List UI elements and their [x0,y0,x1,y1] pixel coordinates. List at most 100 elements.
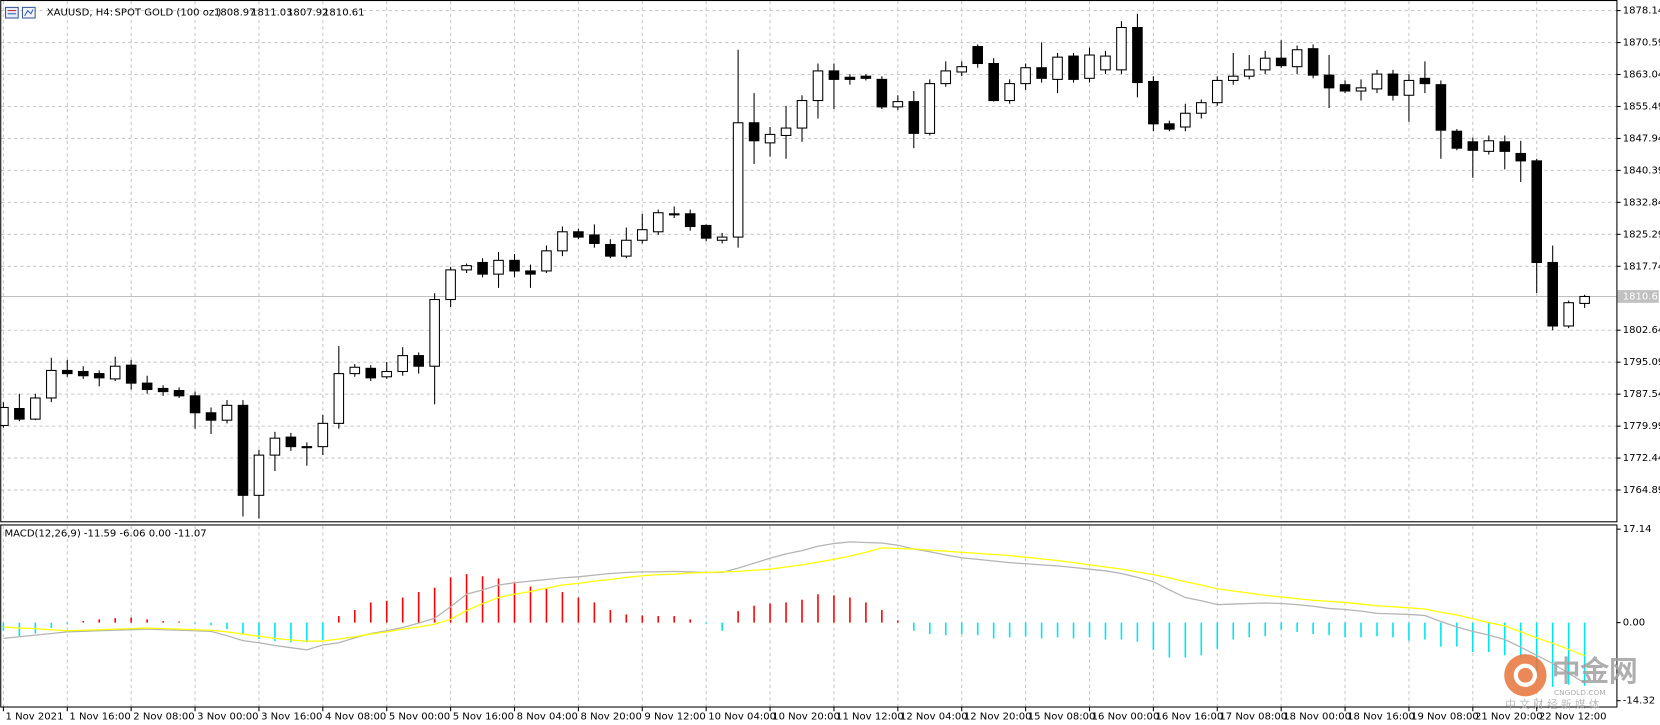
candle-body [716,236,728,241]
candle-body [1403,79,1415,96]
candle-body [1563,302,1574,327]
candle-body [732,122,744,238]
x-tick-label: 19 Nov 08:00 [1411,712,1479,723]
candle-body [924,83,936,134]
candle-body [301,446,313,449]
candle-body [1307,48,1319,76]
candle-body [1499,141,1511,152]
candle-body [796,100,808,129]
y-tick-label: 1825.29 [1623,229,1660,240]
candle-body [1451,130,1463,149]
candle-body [477,261,488,275]
description: SPOT GOLD (100 oz.) [115,8,222,19]
candle-body [1291,49,1303,68]
candle-body [317,422,329,448]
macd-y-tick-label: 17.14 [1623,524,1652,535]
main-frame [0,0,1618,523]
y-tick-label: 1817.74 [1623,261,1660,272]
watermark: 中金网 CNGOLD.COM 中 文 财 经 新 媒 体 [1504,654,1638,711]
candle-body [1132,26,1143,84]
candle-body [1227,75,1239,81]
candle-body [812,70,824,102]
candle-body [557,231,568,252]
candle-body [589,234,600,244]
candle-body [988,62,999,102]
candle-body [1339,84,1351,92]
candle-body [541,250,552,272]
candle-body [605,243,616,257]
candle-body [1531,160,1543,264]
candle-body [621,239,632,257]
candle-body [1547,261,1558,327]
candle-body [1100,55,1111,71]
candle-body [844,76,856,80]
macd-line [3,547,1585,657]
x-tick-label: 8 Nov 04:00 [517,712,578,723]
candle-body [1243,69,1255,77]
candle-body [189,395,201,414]
x-tick-label: 1 Nov 2021 [6,712,64,723]
candle-body [0,406,9,427]
candle-body [828,70,840,80]
candle-body [700,224,712,239]
watermark-tagline: 中 文 财 经 新 媒 体 [1505,698,1600,711]
candle-body [30,397,41,420]
candle-body [1196,102,1207,114]
candle-body [780,127,792,137]
candle-body [1435,84,1447,131]
y-tick-label: 1764.89 [1623,485,1660,496]
x-tick-label: 16 Nov 16:00 [1156,712,1224,723]
icon-window [21,6,36,19]
candle-body [493,259,504,275]
x-tick-label: 18 Nov 00:00 [1283,712,1351,723]
candle-body [429,298,440,367]
candle-body [1148,80,1159,125]
candle-body [1020,67,1031,85]
y-tick-label: 1772.44 [1623,453,1660,464]
x-tick-label: 5 Nov 00:00 [389,712,450,723]
chart-header: XAUUSD, H4: SPOT GOLD (100 oz.) 1808.97 … [47,8,365,19]
candle-body [940,70,952,85]
candle-body [1180,112,1191,128]
candle-body [652,212,664,233]
candle-body [14,408,25,420]
y-tick-label: 1795.09 [1623,357,1660,368]
x-tick-label: 2 Nov 08:00 [133,712,194,723]
header-high: 1811.03 [251,8,293,19]
x-tick-label: 10 Nov 20:00 [772,712,840,723]
x-tick-label: 17 Nov 08:00 [1219,712,1287,723]
candle-body [1052,56,1063,80]
candle-body [1419,77,1431,85]
y-tick-label: 1855.49 [1623,101,1660,112]
candle-body [1467,141,1479,151]
candle-body [349,366,361,375]
x-tick-label: 12 Nov 04:00 [900,712,968,723]
candle-body [573,231,584,238]
x-tick-label: 3 Nov 00:00 [197,712,258,723]
candle-body [221,404,233,421]
symbol: XAUUSD, H4: [47,8,113,19]
x-tick-label: 16 Nov 00:00 [1092,712,1160,723]
x-tick-label: 11 Nov 12:00 [836,712,904,723]
mark-layer [0,13,1590,687]
candle-body [668,213,680,216]
y-tick-label: 1779.99 [1623,421,1660,432]
candle-body [237,404,249,496]
macd-y-tick-label: 0.00 [1623,618,1645,629]
y-tick-label: 1870.59 [1623,38,1660,49]
candle-body [109,365,121,380]
candle-body [764,133,776,144]
candle-body [1275,57,1287,67]
candle-body [333,373,345,424]
watermark-brand: 中金网 [1552,654,1638,688]
y-tick-label: 1840.39 [1623,165,1660,176]
candle-body [1004,83,1015,102]
icon-chart [24,9,34,17]
header-close: 1810.61 [323,8,365,19]
candle-body [972,46,983,65]
bid-label: 1810.61 [1623,291,1660,302]
watermark-site: CNGOLD.COM [1554,688,1606,697]
y-tick-label: 1802.64 [1623,325,1660,336]
x-tick-label: 8 Nov 20:00 [581,712,642,723]
